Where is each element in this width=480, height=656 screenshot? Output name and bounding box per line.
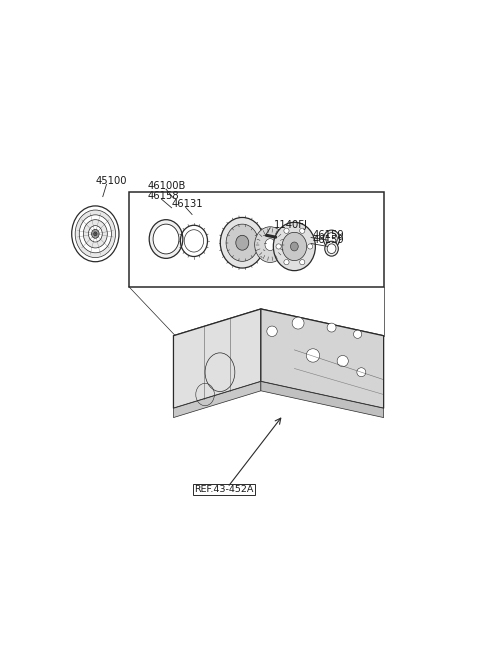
Ellipse shape [273, 222, 315, 271]
Ellipse shape [220, 217, 264, 268]
Ellipse shape [88, 226, 102, 242]
Ellipse shape [327, 244, 336, 253]
Ellipse shape [94, 232, 97, 236]
Bar [129, 192, 384, 287]
Ellipse shape [324, 230, 340, 248]
Circle shape [300, 260, 305, 265]
Polygon shape [173, 382, 261, 418]
Ellipse shape [184, 230, 204, 252]
Ellipse shape [255, 227, 286, 262]
Ellipse shape [325, 241, 338, 256]
Ellipse shape [79, 215, 111, 253]
Circle shape [353, 330, 362, 338]
Ellipse shape [84, 220, 108, 248]
Text: 46159: 46159 [313, 236, 345, 245]
Ellipse shape [265, 239, 276, 251]
Ellipse shape [226, 224, 258, 261]
Circle shape [267, 326, 277, 337]
Text: 1140FJ: 1140FJ [274, 220, 308, 230]
Polygon shape [261, 382, 384, 418]
Circle shape [337, 356, 348, 367]
Ellipse shape [92, 230, 99, 238]
Circle shape [327, 323, 336, 332]
Text: 46131: 46131 [172, 199, 203, 209]
Text: REF.43-452A: REF.43-452A [194, 485, 253, 494]
Circle shape [276, 244, 281, 249]
Ellipse shape [149, 220, 183, 258]
Circle shape [308, 244, 313, 249]
Ellipse shape [326, 233, 337, 245]
Circle shape [306, 349, 320, 362]
Ellipse shape [75, 210, 116, 258]
Circle shape [284, 228, 289, 234]
Ellipse shape [290, 242, 298, 251]
Ellipse shape [282, 232, 307, 260]
Circle shape [292, 317, 304, 329]
Circle shape [284, 260, 289, 265]
Text: 46100B: 46100B [147, 181, 186, 191]
Text: 46159: 46159 [313, 230, 345, 239]
Ellipse shape [236, 236, 249, 250]
Polygon shape [173, 309, 261, 408]
Ellipse shape [153, 224, 179, 254]
Polygon shape [173, 309, 384, 363]
Text: 45100: 45100 [96, 176, 127, 186]
Circle shape [357, 368, 366, 377]
Polygon shape [261, 309, 384, 408]
Circle shape [300, 228, 305, 234]
Text: 46158: 46158 [147, 191, 179, 201]
